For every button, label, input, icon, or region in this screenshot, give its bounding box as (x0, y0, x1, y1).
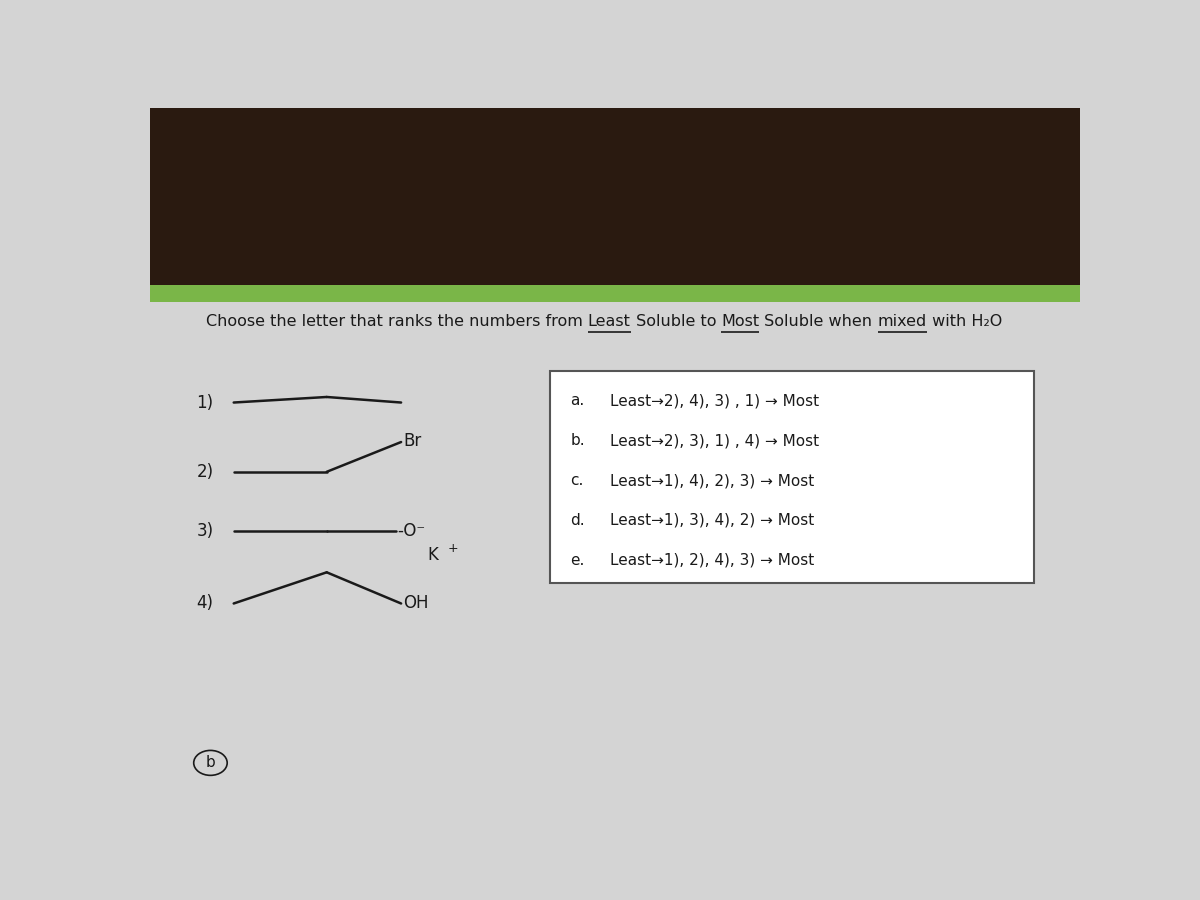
Text: e.: e. (570, 553, 584, 568)
Text: Least→2), 4), 3) , 1) → Most: Least→2), 4), 3) , 1) → Most (611, 393, 820, 409)
Bar (150, 108, 1080, 284)
Text: Least→2), 3), 1) , 4) → Most: Least→2), 3), 1) , 4) → Most (611, 433, 820, 448)
Text: mixed: mixed (877, 313, 926, 328)
Text: 3): 3) (197, 522, 214, 540)
Text: c.: c. (570, 473, 583, 488)
Text: Least→1), 4), 2), 3) → Most: Least→1), 4), 2), 3) → Most (611, 473, 815, 488)
Text: Least: Least (588, 313, 631, 328)
Text: K: K (427, 546, 438, 564)
Text: Least→1), 3), 4), 2) → Most: Least→1), 3), 4), 2) → Most (611, 513, 815, 528)
Text: 1): 1) (197, 393, 214, 411)
Text: b: b (205, 755, 215, 770)
Text: d.: d. (570, 513, 584, 528)
Text: Choose the letter that ranks the numbers from: Choose the letter that ranks the numbers… (206, 313, 588, 328)
Text: Soluble when: Soluble when (760, 313, 877, 328)
Text: OH: OH (403, 595, 428, 613)
Bar (150, 284, 1080, 302)
Text: with H₂O: with H₂O (926, 313, 1002, 328)
Text: 2): 2) (197, 463, 214, 481)
Text: +: + (448, 542, 458, 554)
Text: 4): 4) (197, 595, 214, 613)
Text: Soluble to: Soluble to (631, 313, 721, 328)
Text: a.: a. (570, 393, 584, 409)
Text: Br: Br (403, 432, 421, 450)
Text: Least→1), 2), 4), 3) → Most: Least→1), 2), 4), 3) → Most (611, 553, 815, 568)
Text: -O⁻: -O⁻ (397, 522, 426, 540)
Bar (550, 372, 1033, 582)
Text: Most: Most (721, 313, 760, 328)
Text: b.: b. (570, 433, 584, 448)
